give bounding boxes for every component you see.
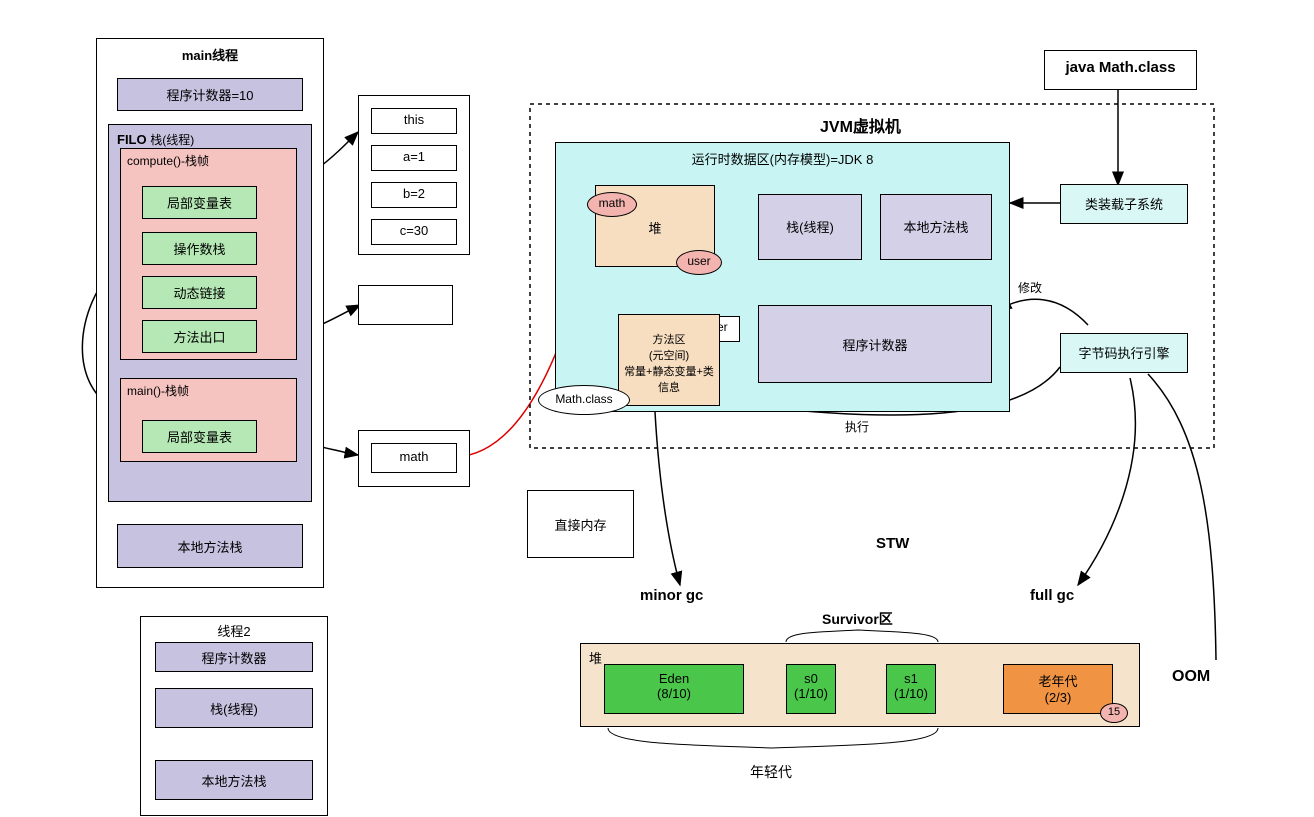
local-var-2: b=2: [371, 182, 457, 208]
mathclass-ellipse: Math.class: [538, 385, 630, 415]
jvm-title: JVM虚拟机: [820, 113, 901, 137]
jvm-stack: 栈(线程): [758, 194, 862, 260]
minor-gc: minor gc: [640, 587, 703, 604]
compute-title: compute()-栈帧: [127, 152, 209, 169]
main-thread-title: main线程: [97, 45, 323, 64]
old-gen-box: 老年代 (2/3): [1003, 664, 1113, 714]
compute-item-1: 操作数栈: [142, 232, 257, 265]
eden-box: Eden (8/10): [604, 664, 744, 714]
thread2-item-2: 本地方法栈: [155, 760, 313, 800]
badge-15: 15: [1100, 703, 1128, 723]
pc-box: 程序计数器=10: [117, 78, 303, 111]
math-var: math: [371, 443, 457, 473]
compute-item-2: 动态链接: [142, 276, 257, 309]
modify-label: 修改: [1018, 279, 1042, 296]
thread2-item-0: 程序计数器: [155, 642, 313, 672]
stw-label: STW: [876, 535, 909, 552]
thread2-item-1: 栈(线程): [155, 688, 313, 728]
jvm-native-stack: 本地方法栈: [880, 194, 992, 260]
main-frame-item: 局部变量表: [142, 420, 257, 453]
user-ellipse: user: [676, 250, 722, 275]
full-gc: full gc: [1030, 587, 1074, 604]
bytecode-engine: 字节码执行引擎: [1060, 333, 1188, 373]
thread2-title: 线程2: [141, 621, 327, 640]
execute-label: 执行: [845, 418, 869, 435]
math-ellipse: math: [587, 192, 637, 217]
java-math-class: java Math.class: [1044, 50, 1197, 90]
method-area: 方法区 (元空间) 常量+静态变量+类信息: [618, 314, 720, 406]
s0-box: s0 (1/10): [786, 664, 836, 714]
young-gen-label: 年轻代: [750, 762, 792, 782]
direct-memory: 直接内存: [527, 490, 634, 558]
local-var-0: this: [371, 108, 457, 134]
heap-struct-title: 堆: [589, 648, 602, 667]
runtime-title: 运行时数据区(内存模型)=JDK 8: [556, 149, 1009, 168]
local-var-3: c=30: [371, 219, 457, 245]
s1-box: s1 (1/10): [886, 664, 936, 714]
heap-label: 堆: [596, 218, 714, 237]
empty-box: [358, 285, 453, 325]
local-var-1: a=1: [371, 145, 457, 171]
main-native: 本地方法栈: [117, 524, 303, 568]
jvm-pc: 程序计数器: [758, 305, 992, 383]
filo-title: FILO 栈(线程): [117, 131, 194, 148]
main-frame-title: main()-栈帧: [127, 382, 189, 399]
class-loader: 类装载子系统: [1060, 184, 1188, 224]
survivor-label: Survivor区: [822, 609, 893, 629]
compute-item-3: 方法出口: [142, 320, 257, 353]
oom-label: OOM: [1172, 668, 1210, 686]
compute-item-0: 局部变量表: [142, 186, 257, 219]
